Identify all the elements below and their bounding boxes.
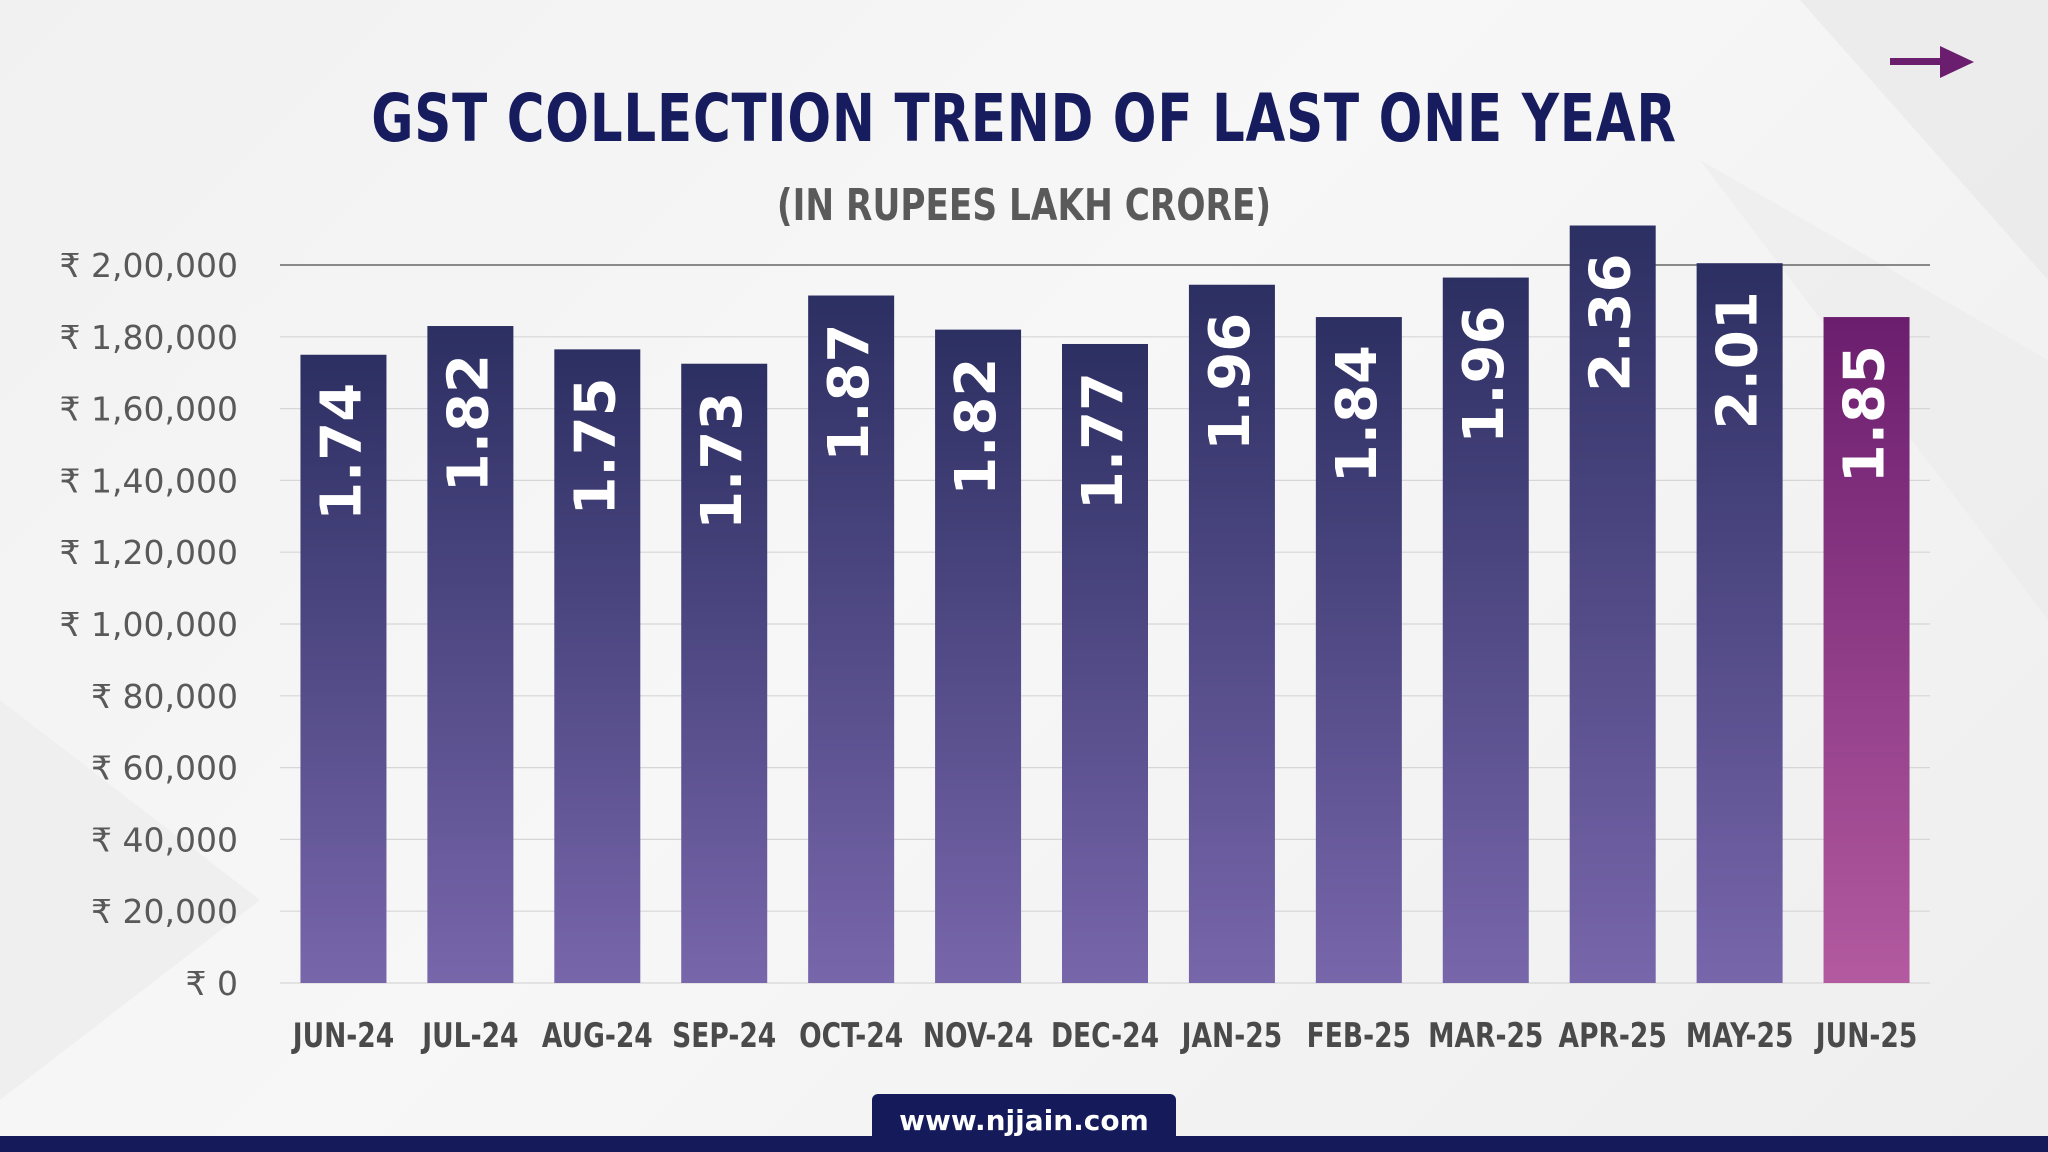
data-label: 2.36 — [1579, 254, 1644, 392]
x-tick-label: JUN-24 — [291, 1017, 394, 1056]
gst-bar-chart: ₹ 0 ₹ 20,000 ₹ 40,000 ₹ 60,000 ₹ 80,000 ₹ 1,0… — [60, 225, 1930, 1056]
data-label: 1.73 — [690, 392, 755, 530]
bar-apr-25 — [1569, 225, 1656, 983]
data-label: 1.74 — [309, 383, 374, 521]
y-tick-label: ₹ 2,00,000 — [60, 246, 238, 285]
x-tick-label: JUL-24 — [421, 1017, 519, 1056]
y-tick-label: ₹ 1,00,000 — [60, 605, 238, 644]
x-tick-label: MAR-25 — [1428, 1017, 1543, 1056]
bar-sep-24 — [681, 363, 768, 984]
data-label: 1.84 — [1325, 345, 1390, 483]
x-tick-label: APR-25 — [1559, 1017, 1667, 1056]
x-tick-label: FEB-25 — [1307, 1017, 1411, 1056]
x-tick-label: AUG-24 — [542, 1017, 653, 1056]
page-title: GST COLLECTION TREND OF LAST ONE YEAR — [371, 80, 1677, 157]
footer-bar — [0, 1136, 2048, 1152]
bar-jul-24 — [427, 326, 514, 983]
bar-mar-25 — [1442, 277, 1529, 983]
x-tick-label: DEC-24 — [1051, 1017, 1159, 1056]
website-label[interactable]: www.njjain.com — [872, 1094, 1176, 1142]
x-tick-label: OCT-24 — [799, 1017, 903, 1056]
y-tick-label: ₹ 60,000 — [91, 749, 238, 788]
data-label: 2.01 — [1706, 291, 1771, 429]
x-tick-label: JUN-25 — [1814, 1017, 1917, 1056]
data-label: 1.85 — [1833, 345, 1898, 483]
page-subtitle: (IN RUPEES LAKH CRORE) — [776, 180, 1272, 231]
y-tick-label: ₹ 80,000 — [91, 677, 238, 716]
data-label: 1.87 — [817, 324, 882, 462]
x-tick-label: NOV-24 — [923, 1017, 1034, 1056]
y-tick-label: ₹ 20,000 — [91, 892, 238, 931]
data-label: 1.75 — [563, 377, 628, 515]
right-arrow-icon[interactable] — [1890, 44, 1974, 80]
y-tick-label: ₹ 1,20,000 — [60, 533, 238, 572]
data-label: 1.77 — [1071, 372, 1136, 510]
data-label: 1.96 — [1452, 306, 1517, 444]
bar-jun-25 — [1823, 317, 1910, 983]
y-tick-label: ₹ 0 — [186, 964, 238, 1003]
bar-jan-25 — [1188, 284, 1275, 983]
bar-aug-24 — [554, 349, 641, 983]
y-tick-label: ₹ 1,60,000 — [60, 390, 238, 429]
x-tick-label: JAN-25 — [1180, 1017, 1282, 1056]
bar-dec-24 — [1062, 343, 1148, 984]
y-tick-label: ₹ 1,80,000 — [60, 318, 238, 357]
bar-jun-24 — [300, 354, 387, 983]
x-tick-label: MAY-25 — [1686, 1017, 1794, 1056]
data-label: 1.82 — [436, 354, 501, 492]
bar-nov-24 — [935, 329, 1022, 983]
bar-oct-24 — [808, 295, 895, 983]
y-tick-label: ₹ 40,000 — [91, 820, 238, 859]
bar-feb-25 — [1315, 317, 1402, 983]
data-label: 1.82 — [944, 358, 1009, 496]
x-tick-label: SEP-24 — [672, 1017, 776, 1056]
y-tick-label: ₹ 1,40,000 — [60, 461, 238, 500]
bar-may-25 — [1696, 263, 1783, 984]
data-label: 1.96 — [1198, 313, 1263, 451]
